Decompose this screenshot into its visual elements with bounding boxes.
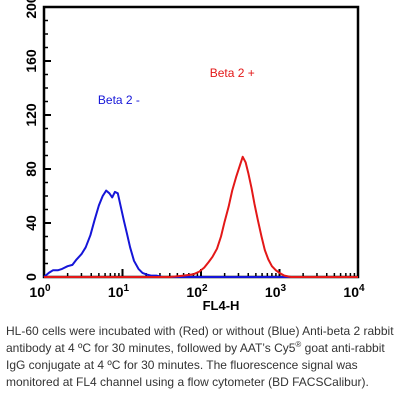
registered-mark: ® (295, 340, 302, 349)
x-tick-base: 10 (343, 284, 359, 300)
x-tick-label: 104 (343, 283, 365, 300)
plot-frame (42, 5, 360, 279)
x-tick-base: 10 (29, 284, 45, 300)
y-tick-label: 0 (23, 273, 39, 281)
x-tick-exponent: 3 (281, 283, 287, 294)
x-tick-exponent: 4 (359, 283, 365, 294)
x-tick-label: 101 (108, 283, 130, 300)
x-tick-label: 103 (265, 283, 287, 300)
x-tick-base: 10 (186, 284, 202, 300)
series-annotation-label: Beta 2 + (210, 66, 255, 80)
y-tick-label: 80 (23, 161, 39, 177)
y-tick-label: 160 (23, 49, 39, 73)
series-line-blue (43, 189, 358, 278)
x-tick-exponent: 2 (202, 283, 208, 294)
x-tick-exponent: 1 (124, 283, 130, 294)
y-tick-label: 40 (23, 215, 39, 231)
series-line-red (44, 155, 358, 278)
x-tick-label: 102 (186, 283, 208, 300)
y-tick-label: 200 (23, 0, 39, 19)
x-axis-title: FL4-H (203, 298, 240, 313)
x-tick-base: 10 (265, 284, 281, 300)
y-tick-label: 120 (23, 103, 39, 127)
caption-text-part2: goat anti-rabbit IgG conjugate at 4 ºC f… (6, 341, 385, 389)
x-tick-label: 100 (29, 283, 51, 300)
y-axis: 0 40 80 120 160 200 (23, 0, 51, 281)
x-tick-base: 10 (108, 284, 124, 300)
x-tick-exponent: 0 (45, 283, 51, 294)
caption-text-part1: HL-60 cells were incubated with (Red) or… (6, 324, 394, 355)
series-annotation-label: Beta 2 - (98, 93, 140, 107)
figure-caption: HL-60 cells were incubated with (Red) or… (6, 323, 394, 391)
annotation-layer: Beta 2 - Beta 2 + (98, 66, 255, 107)
series-layer (43, 155, 358, 278)
